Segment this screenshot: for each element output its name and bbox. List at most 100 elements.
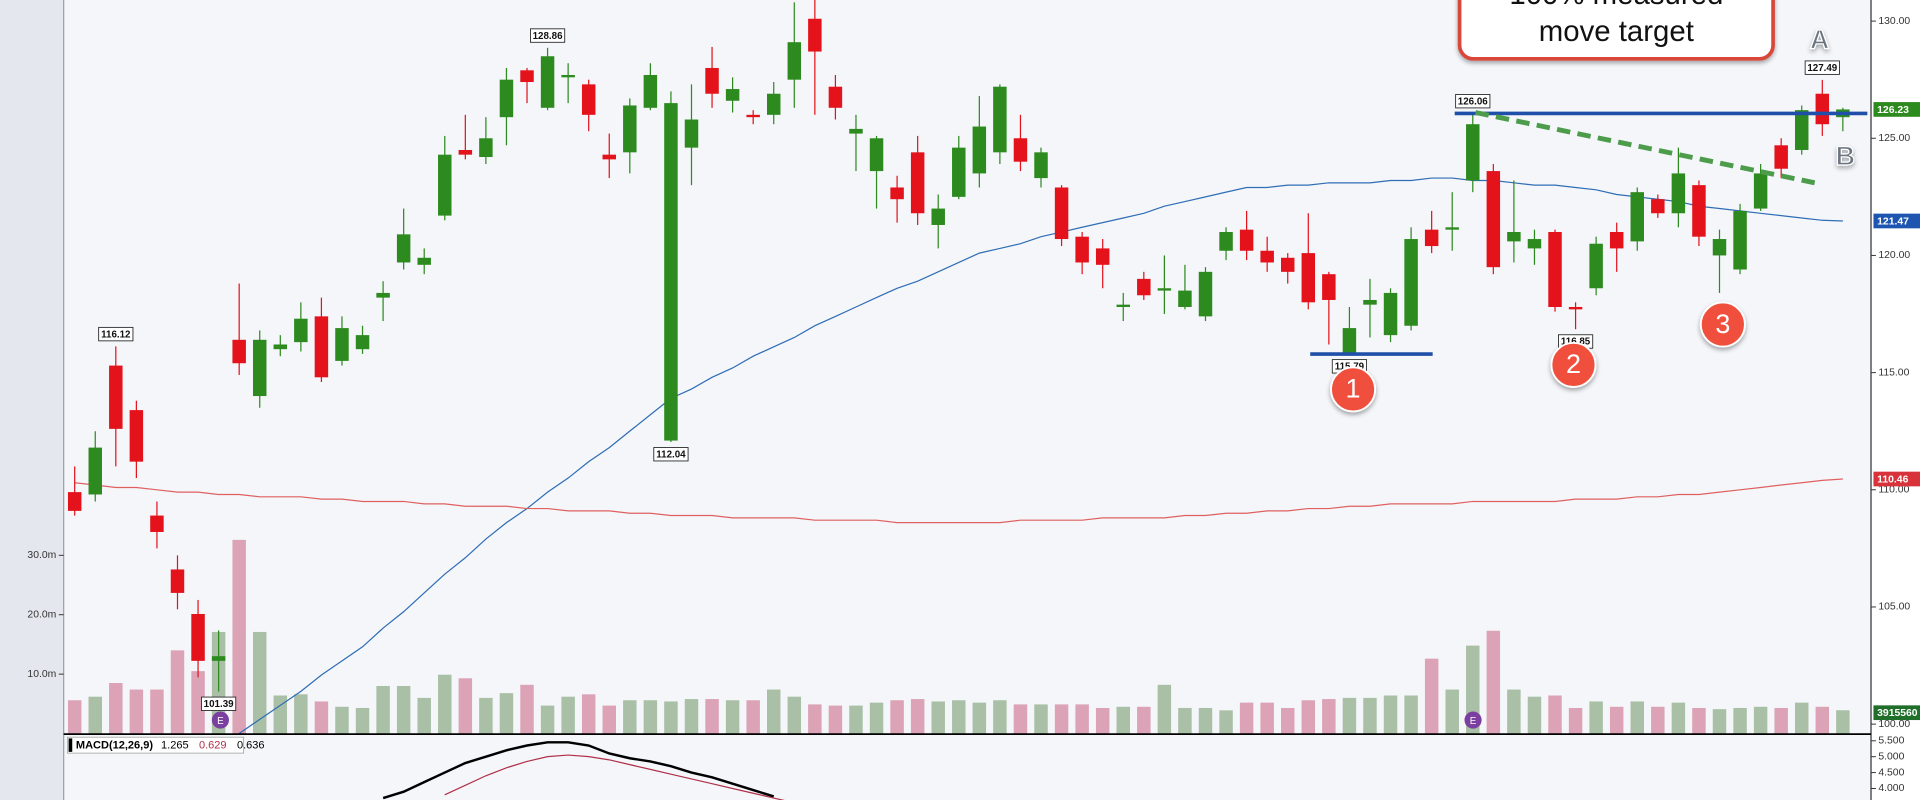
- volume-bar: [1281, 707, 1295, 734]
- candle-body: [1198, 271, 1213, 317]
- candle-body: [1404, 239, 1418, 326]
- y-tick-label: 120.00: [1878, 250, 1910, 261]
- candle-body: [1034, 152, 1048, 179]
- volume-bar: [1034, 704, 1048, 734]
- candle-body: [705, 67, 719, 94]
- candle-body: [1116, 304, 1130, 307]
- price-label-box: [1455, 94, 1491, 109]
- volume-bar: [355, 707, 370, 734]
- candle-body: [1075, 236, 1089, 263]
- volume-bar: [1753, 706, 1768, 734]
- volume-bar: [252, 631, 267, 734]
- earnings-marker[interactable]: [211, 711, 229, 729]
- y-tick-label: 130.00: [1878, 16, 1910, 27]
- volume-bar: [561, 696, 575, 734]
- volume-bar: [767, 689, 781, 734]
- volume-bar: [520, 684, 534, 734]
- candle-body: [1157, 288, 1172, 291]
- volume-bar: [1342, 697, 1357, 734]
- volume-bar: [1301, 700, 1316, 734]
- candle-body: [952, 147, 966, 197]
- volume-bar: [1609, 706, 1624, 734]
- macd-tick-label: 5.000: [1878, 751, 1904, 762]
- callout-box: [1457, 0, 1775, 61]
- volume-bar: [787, 696, 802, 734]
- candle-body: [1527, 239, 1542, 249]
- volume-bar: [1548, 695, 1562, 734]
- macd-legend-box: [66, 736, 245, 754]
- pivot-label: 2: [1566, 349, 1581, 379]
- candle-body: [1733, 210, 1747, 270]
- candle-body: [396, 234, 411, 263]
- volume-bar: [479, 697, 493, 734]
- candle-body: [664, 103, 678, 441]
- candle-body: [417, 257, 431, 265]
- candle-body: [438, 154, 452, 216]
- candle-body: [787, 42, 802, 80]
- price-label: 112.04: [656, 449, 686, 460]
- volume-bar: [1815, 706, 1830, 734]
- volume-bar: [828, 705, 843, 734]
- candle-body: [458, 149, 473, 155]
- candle-body: [520, 70, 534, 83]
- candle-body: [767, 93, 781, 115]
- moving-average: [238, 177, 1843, 734]
- candle-body: [1054, 187, 1069, 240]
- value-badge-label: 121.47: [1877, 216, 1909, 227]
- macd-reading: 1.265: [161, 740, 189, 752]
- candle-body: [1507, 232, 1521, 242]
- macd-legend-swatch: [68, 738, 73, 752]
- volume-bar: [314, 701, 329, 734]
- volume-bar: [1466, 645, 1480, 734]
- volume-bar: [417, 697, 431, 734]
- volume-bar: [910, 699, 925, 734]
- moving-average: [74, 478, 1843, 524]
- volume-bar: [170, 650, 185, 734]
- earnings-marker[interactable]: [1464, 711, 1482, 729]
- candle-body: [910, 152, 925, 214]
- candle-body: [561, 74, 575, 78]
- candle-body: [129, 410, 144, 462]
- candle-body: [232, 339, 246, 364]
- candle-body: [1753, 173, 1768, 209]
- volume-bar: [1836, 710, 1850, 734]
- candle-body: [1548, 232, 1562, 307]
- volume-bar: [1363, 697, 1377, 734]
- volume-bar: [67, 700, 82, 734]
- candle-body: [869, 138, 884, 172]
- volume-bar: [623, 700, 637, 734]
- volume-bar: [705, 699, 719, 734]
- price-label-box: [201, 696, 237, 711]
- price-label-box: [1804, 60, 1840, 75]
- volume-bar: [499, 693, 514, 734]
- candle-body: [684, 119, 699, 148]
- candle-body: [725, 89, 740, 101]
- axes: 130.00 125.00 120.00 115.00 110.00 105.00 100.…: [27, 16, 1920, 794]
- candle-body: [623, 105, 637, 153]
- price-label-box: [653, 447, 689, 462]
- candle-body: [1095, 248, 1110, 265]
- left-strip: [0, 0, 64, 800]
- volume-bar: [1733, 707, 1747, 734]
- y-tick-label: 100.00: [1878, 719, 1910, 730]
- candle-body: [1466, 124, 1480, 181]
- y-tick-label: 105.00: [1878, 602, 1910, 613]
- candle-body: [1013, 138, 1028, 162]
- volume-bar: [931, 701, 945, 734]
- candle-body: [1178, 290, 1192, 307]
- value-badge-label: 126.23: [1877, 105, 1909, 116]
- price-label-box: [530, 28, 566, 43]
- candle-body: [314, 316, 329, 378]
- volume-bar: [294, 694, 308, 734]
- volume-bar: [602, 705, 616, 734]
- volume-bar: [1178, 707, 1192, 734]
- macd-line: [444, 754, 785, 800]
- volume-bar: [129, 689, 144, 734]
- volume-bar: [1137, 706, 1151, 734]
- candle-body: [1774, 145, 1788, 169]
- volume-bar: [1692, 707, 1706, 734]
- volume-bar: [1486, 630, 1501, 734]
- price-label-box: [98, 326, 134, 342]
- value-badge-label: 3915560: [1877, 708, 1918, 719]
